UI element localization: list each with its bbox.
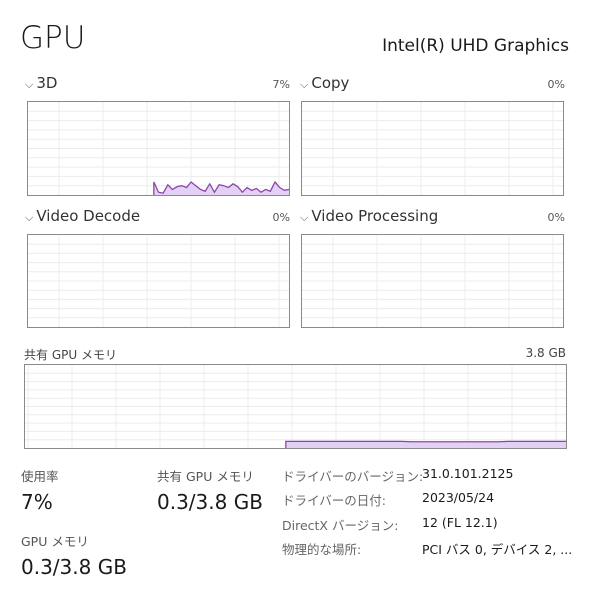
info-value: 12 (FL 12.1) bbox=[422, 515, 498, 530]
engine-selector-3d[interactable]: ⌵ 3D bbox=[25, 74, 57, 92]
engine-label: Video Processing bbox=[311, 207, 439, 225]
engine-percent: 0% bbox=[272, 211, 290, 224]
engine-chart-video-decode bbox=[27, 234, 290, 328]
engine-chart-copy bbox=[301, 101, 564, 196]
utilization-label: 使用率 bbox=[21, 469, 59, 484]
engine-chart-video-processing bbox=[301, 234, 564, 328]
chevron-down-icon: ⌵ bbox=[300, 78, 309, 91]
adapter-name: Intel(R) UHD Graphics bbox=[382, 36, 569, 56]
engine-chart-3d bbox=[27, 101, 290, 196]
driver-info: ドライバーのバージョン: 31.0.101.2125 ドライバーの日付: 2023/… bbox=[282, 466, 582, 566]
shared-memory-label: 共有 GPU メモリ bbox=[157, 469, 254, 484]
shared-memory-chart bbox=[24, 364, 567, 449]
usage-line bbox=[285, 440, 566, 448]
engine-label: 3D bbox=[36, 74, 58, 92]
gpu-memory-value: 0.3/3.8 GB bbox=[21, 555, 127, 579]
page-title: GPU bbox=[20, 20, 86, 56]
info-key: ドライバーの日付: bbox=[282, 493, 386, 508]
usage-area bbox=[285, 441, 566, 448]
info-key: 物理的な場所: bbox=[282, 542, 362, 557]
info-value: PCI バス 0, デバイス 2, ... bbox=[422, 542, 573, 557]
engine-percent: 0% bbox=[547, 211, 565, 224]
utilization-value: 7% bbox=[21, 490, 53, 514]
shared-memory-chart-label: 共有 GPU メモリ bbox=[24, 348, 117, 362]
info-key: ドライバーのバージョン: bbox=[282, 469, 424, 484]
usage-area bbox=[153, 181, 289, 195]
engine-selector-video-processing[interactable]: ⌵ Video Processing bbox=[300, 207, 438, 225]
chevron-down-icon: ⌵ bbox=[300, 211, 309, 224]
engine-selector-copy[interactable]: ⌵ Copy bbox=[300, 74, 349, 92]
usage-line bbox=[153, 180, 289, 195]
engine-percent: 7% bbox=[272, 78, 290, 91]
info-key: DirectX バージョン: bbox=[282, 518, 399, 533]
chevron-down-icon: ⌵ bbox=[25, 211, 34, 224]
info-value: 31.0.101.2125 bbox=[422, 466, 514, 481]
engine-selector-video-decode[interactable]: ⌵ Video Decode bbox=[25, 207, 140, 225]
shared-memory-chart-max: 3.8 GB bbox=[525, 346, 566, 360]
info-value: 2023/05/24 bbox=[422, 490, 495, 505]
gpu-memory-label: GPU メモリ bbox=[21, 534, 89, 549]
chevron-down-icon: ⌵ bbox=[25, 78, 34, 91]
engine-label: Copy bbox=[311, 74, 350, 92]
shared-memory-value: 0.3/3.8 GB bbox=[157, 490, 263, 514]
engine-percent: 0% bbox=[547, 78, 565, 91]
engine-label: Video Decode bbox=[36, 207, 141, 225]
